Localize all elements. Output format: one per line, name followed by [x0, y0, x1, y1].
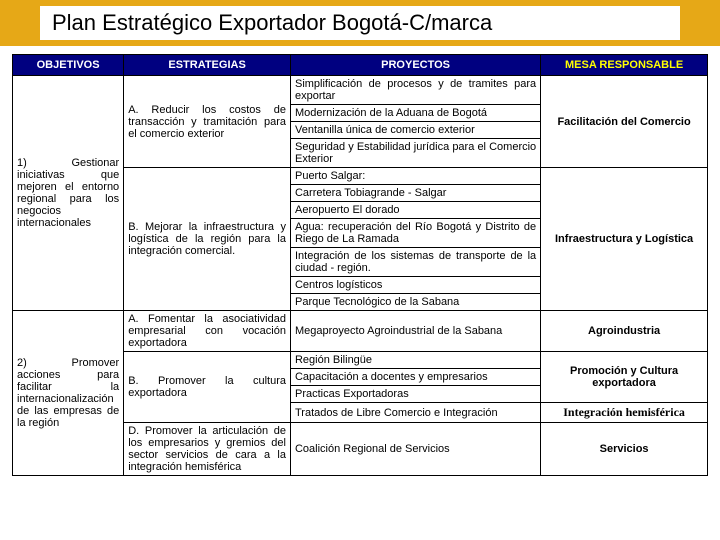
cell-mesa-3: Agroindustria	[541, 311, 708, 352]
plan-table: OBJETIVOS ESTRATEGIAS PROYECTOS MESA RES…	[12, 54, 708, 476]
header-objetivos: OBJETIVOS	[13, 55, 124, 76]
cell-proyecto: Coalición Regional de Servicios	[290, 423, 540, 476]
cell-mesa-5: Integración hemisférica	[541, 403, 708, 423]
plan-table-container: OBJETIVOS ESTRATEGIAS PROYECTOS MESA RES…	[0, 46, 720, 476]
cell-mesa-4: Promoción y Cultura exportadora	[541, 352, 708, 403]
cell-estrategia-b2: B. Promover la cultura exportadora	[124, 352, 291, 423]
cell-proyecto: Modernización de la Aduana de Bogotá	[290, 105, 540, 122]
header-estrategias: ESTRATEGIAS	[124, 55, 291, 76]
cell-estrategia-d2: D. Promover la articulación de los empre…	[124, 423, 291, 476]
cell-proyecto: Integración de los sistemas de transport…	[290, 248, 540, 277]
header-mesa: MESA RESPONSABLE	[541, 55, 708, 76]
cell-mesa-1: Facilitación del Comercio	[541, 76, 708, 168]
cell-proyecto: Agua: recuperación del Río Bogotá y Dist…	[290, 219, 540, 248]
cell-proyecto: Ventanilla única de comercio exterior	[290, 122, 540, 139]
cell-proyecto: Aeropuerto El dorado	[290, 202, 540, 219]
cell-proyecto: Centros logísticos	[290, 277, 540, 294]
cell-mesa-2: Infraestructura y Logística	[541, 168, 708, 311]
cell-proyecto: Capacitación a docentes y empresarios	[290, 369, 540, 386]
cell-proyecto: Practicas Exportadoras	[290, 386, 540, 403]
cell-mesa-6: Servicios	[541, 423, 708, 476]
cell-proyecto: Tratados de Libre Comercio e Integración	[290, 403, 540, 423]
cell-objetivo-2: 2) Promover acciones para facilitar la i…	[13, 311, 124, 476]
cell-proyecto: Carretera Tobiagrande - Salgar	[290, 185, 540, 202]
table-row: 2) Promover acciones para facilitar la i…	[13, 311, 708, 352]
title-bar: Plan Estratégico Exportador Bogotá-C/mar…	[0, 0, 720, 46]
page-title: Plan Estratégico Exportador Bogotá-C/mar…	[40, 6, 680, 40]
header-proyectos: PROYECTOS	[290, 55, 540, 76]
table-header-row: OBJETIVOS ESTRATEGIAS PROYECTOS MESA RES…	[13, 55, 708, 76]
cell-proyecto: Región Bilingüe	[290, 352, 540, 369]
cell-estrategia-b1: B. Mejorar la infraestructura y logístic…	[124, 168, 291, 311]
cell-proyecto: Parque Tecnológico de la Sabana	[290, 294, 540, 311]
cell-estrategia-a1: A. Reducir los costos de transacción y t…	[124, 76, 291, 168]
cell-proyecto: Puerto Salgar:	[290, 168, 540, 185]
cell-proyecto: Megaproyecto Agroindustrial de la Sabana	[290, 311, 540, 352]
table-row: 1) Gestionar iniciativas que mejoren el …	[13, 76, 708, 105]
cell-proyecto: Simplificación de procesos y de tramites…	[290, 76, 540, 105]
cell-estrategia-a2: A. Fomentar la asociatividad empresarial…	[124, 311, 291, 352]
cell-objetivo-1: 1) Gestionar iniciativas que mejoren el …	[13, 76, 124, 311]
cell-proyecto: Seguridad y Estabilidad jurídica para el…	[290, 139, 540, 168]
